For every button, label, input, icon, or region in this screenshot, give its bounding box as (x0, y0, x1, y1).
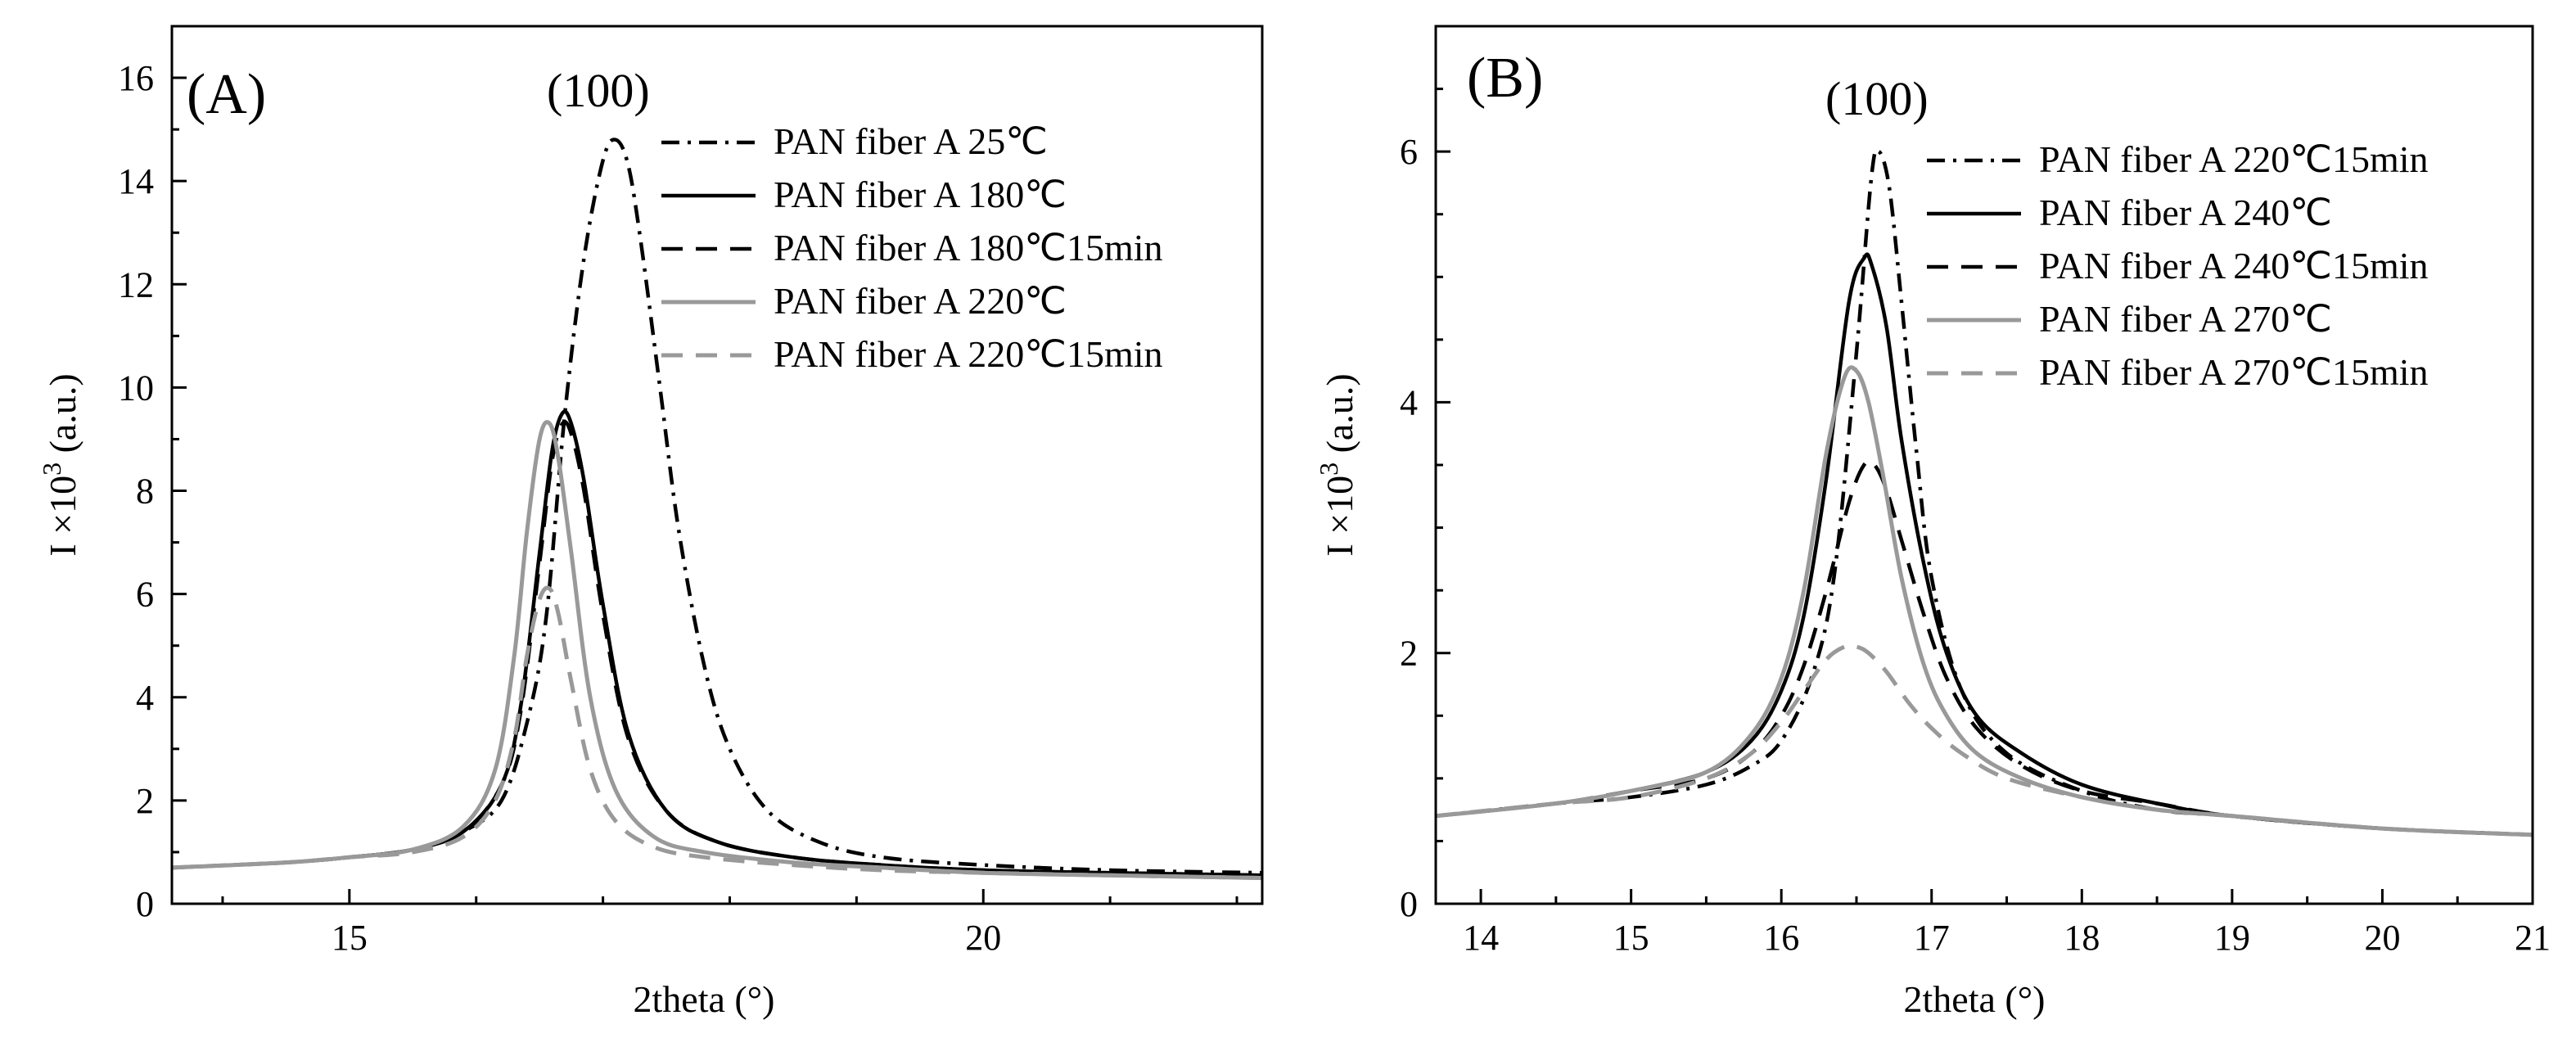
series-line-a-5 (172, 585, 1262, 880)
legend-label-a-5: PAN fiber A 220℃15min (774, 333, 1163, 375)
panel-b-y-axis-label: I ×103 (a.u.) (1314, 373, 1360, 556)
y-tick-label: 12 (118, 264, 154, 305)
chart-panel-a: 15 20 0 2 4 6 8 10 12 14 16 (A) (100) 2theta (°) I… (37, 25, 1264, 1020)
legend-label-b-1: PAN fiber A 220℃15min (2039, 138, 2429, 180)
panel-b-y-label-exponent: 3 (1314, 463, 1343, 476)
legend-label-b-2: PAN fiber A 240℃ (2039, 192, 2332, 233)
legend-label-a-4: PAN fiber A 220℃ (774, 280, 1067, 322)
y-tick-label: 2 (136, 781, 154, 821)
y-tick-label: 6 (1400, 132, 1418, 172)
panel-a-series (172, 138, 1262, 880)
panel-a-y-label-base: I ×10 (42, 476, 83, 557)
series-line-b-5 (1436, 643, 2533, 837)
y-tick-label: 10 (118, 368, 154, 408)
x-tick-label: 20 (2364, 918, 2400, 958)
x-tick-label: 18 (2064, 918, 2100, 958)
y-tick-label: 0 (1400, 884, 1418, 924)
panel-b-series (1436, 147, 2533, 837)
legend-label-a-1: PAN fiber A 25℃ (774, 120, 1048, 162)
x-tick-label: 19 (2214, 918, 2250, 958)
series-line-b-3 (1436, 458, 2533, 837)
panel-a-label: (A) (187, 63, 266, 126)
series-line-a-3 (172, 420, 1262, 878)
panel-a-plot-frame (170, 25, 1264, 905)
series-line-b-4 (1436, 365, 2533, 837)
y-tick-label: 8 (136, 472, 154, 512)
y-tick-label: 4 (1400, 382, 1418, 422)
panel-b-axis-ticks: 14 15 16 17 18 19 20 21 0 2 4 6 (1400, 25, 2551, 958)
legend-label-b-3: PAN fiber A 240℃15min (2039, 245, 2429, 287)
panel-b-x-axis-label: 2theta (°) (1904, 978, 2046, 1020)
legend-label-a-3: PAN fiber A 180℃15min (774, 227, 1163, 269)
panel-a-legend: PAN fiber A 25℃ PAN fiber A 180℃ PAN fiber… (661, 120, 1163, 375)
y-tick-label: 4 (136, 678, 154, 718)
panel-a-y-label-unit: (a.u.) (42, 373, 83, 463)
panel-a-axis-ticks: 15 20 0 2 4 6 8 10 12 14 16 (118, 25, 1238, 958)
legend-label-b-4: PAN fiber A 270℃ (2039, 298, 2332, 340)
series-line-a-2 (172, 409, 1262, 878)
y-tick-label: 0 (136, 884, 154, 924)
y-tick-label: 6 (136, 575, 154, 615)
panel-a-x-axis-label: 2theta (°) (634, 978, 775, 1020)
y-tick-label: 16 (118, 58, 154, 98)
x-tick-label: 15 (332, 918, 368, 958)
y-tick-label: 2 (1400, 634, 1418, 674)
x-tick-label: 17 (1914, 918, 1950, 958)
x-tick-label: 15 (1613, 918, 1649, 958)
panel-a-peak-annotation: (100) (547, 64, 650, 117)
x-tick-label: 20 (965, 918, 1001, 958)
panel-a-y-axis-label: I ×103 (a.u.) (37, 373, 83, 556)
legend-label-b-5: PAN fiber A 270℃15min (2039, 351, 2429, 393)
x-tick-label: 16 (1763, 918, 1799, 958)
panel-a-y-label-exponent: 3 (37, 463, 66, 476)
x-tick-label: 21 (2515, 918, 2551, 958)
legend-label-a-2: PAN fiber A 180℃ (774, 174, 1067, 215)
panel-b-y-label-base: I ×10 (1319, 476, 1360, 557)
y-tick-label: 14 (118, 161, 154, 201)
panel-b-peak-annotation: (100) (1825, 72, 1929, 125)
x-tick-label: 14 (1463, 918, 1499, 958)
panel-b-y-label-unit: (a.u.) (1319, 373, 1360, 463)
panel-b-legend: PAN fiber A 220℃15min PAN fiber A 240℃ PAN… (1927, 138, 2429, 393)
chart-panel-b: 14 15 16 17 18 19 20 21 0 2 4 6 (B) (100) 2theta (°… (1314, 25, 2551, 1020)
series-line-b-2 (1436, 252, 2533, 837)
series-line-a-4 (172, 420, 1262, 880)
panel-b-label: (B) (1467, 47, 1543, 110)
